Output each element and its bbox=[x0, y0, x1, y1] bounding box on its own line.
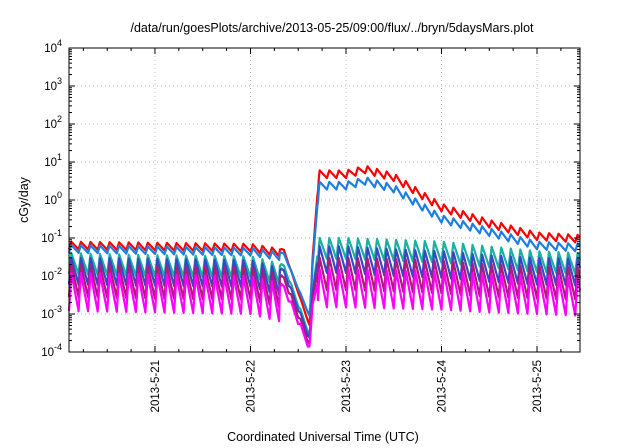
series-line-5 bbox=[67, 256, 582, 345]
x-tick-labels: 2013-5-21 2013-5-22 2013-5-23 2013-5-24 2013… bbox=[150, 359, 544, 412]
x-tick-label: 2013-5-23 bbox=[341, 360, 353, 412]
x-tick-label: 2013-5-24 bbox=[437, 359, 449, 412]
y-tick-label: 10-2 bbox=[41, 266, 62, 283]
series-line-2 bbox=[67, 176, 581, 317]
y-tick-label: 10-3 bbox=[41, 304, 62, 321]
x-tick-label: 2013-5-25 bbox=[532, 360, 544, 412]
y-axis-label: cGy/day bbox=[17, 176, 31, 223]
series-line-1 bbox=[67, 165, 581, 326]
x-axis-label: Coordinated Universal Time (UTC) bbox=[227, 430, 419, 444]
tick-marks bbox=[69, 47, 580, 353]
x-tick-label: 2013-5-22 bbox=[245, 360, 257, 412]
series-line-4 bbox=[67, 245, 582, 339]
series-line-3 bbox=[67, 236, 582, 336]
chart-title: /data/run/goesPlots/archive/2013-05-25/0… bbox=[130, 21, 534, 35]
y-tick-labels: 10-4 10-3 10-2 10-1 100 101 102 103 104 bbox=[41, 38, 62, 359]
y-tick-label: 100 bbox=[44, 190, 62, 207]
y-tick-label: 102 bbox=[44, 114, 62, 131]
series-lines bbox=[67, 165, 582, 348]
grid-lines bbox=[69, 48, 580, 352]
x-tick-label: 2013-5-21 bbox=[150, 360, 162, 412]
y-tick-label: 10-4 bbox=[41, 342, 62, 359]
series-line-6 bbox=[67, 268, 582, 348]
y-tick-label: 103 bbox=[44, 76, 62, 93]
y-tick-label: 104 bbox=[44, 38, 62, 55]
y-tick-label: 101 bbox=[44, 152, 62, 169]
y-tick-label: 10-1 bbox=[41, 228, 62, 245]
